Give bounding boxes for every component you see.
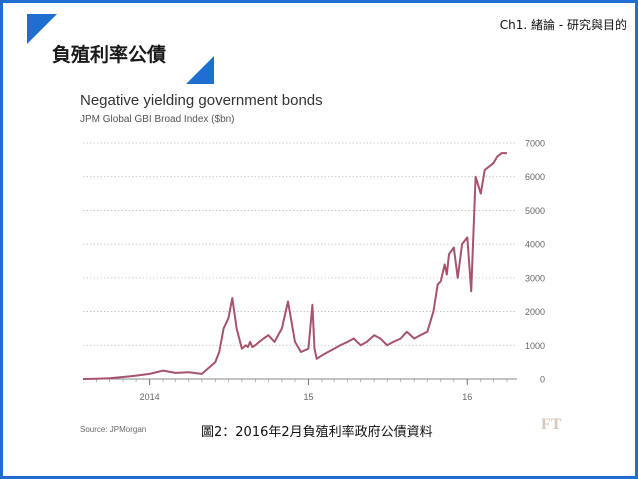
bottom-accent-bar — [3, 476, 635, 479]
corner-triangle-top-left — [27, 14, 57, 44]
chart-plot: 0 1000 2000 3000 4000 5000 6000 7000 2014 15 16 — [82, 139, 545, 402]
y-tick-label: 7000 — [525, 139, 545, 149]
ft-logo: FT — [541, 416, 562, 433]
chapter-label: Ch1. 緒論 - 研究與目的 — [499, 18, 627, 32]
y-tick-label: 5000 — [525, 206, 545, 216]
slide-title: 負殖利率公債 — [52, 44, 167, 66]
chart-subtitle: JPM Global GBI Broad Index ($bn) — [80, 114, 235, 125]
y-tick-label: 2000 — [525, 307, 545, 317]
chart-title: Negative yielding government bonds — [80, 92, 323, 109]
x-tick-label: 16 — [462, 392, 472, 402]
x-tick-label: 15 — [303, 392, 313, 402]
figure-caption: 圖2：2016年2月負殖利率政府公債資料 — [201, 425, 433, 440]
y-tick-label: 4000 — [525, 240, 545, 250]
corner-triangle-bottom-right — [186, 56, 214, 84]
y-tick-label: 1000 — [525, 341, 545, 351]
y-tick-label: 3000 — [525, 273, 545, 283]
y-tick-label: 0 — [540, 375, 545, 385]
x-tick-label: 2014 — [140, 392, 160, 402]
y-tick-label: 6000 — [525, 172, 545, 182]
top-accent-bar — [3, 0, 635, 3]
chart-source: Source: JPMorgan — [80, 425, 147, 434]
series-line — [82, 152, 507, 380]
chart-panel: Negative yielding government bonds JPM G… — [71, 86, 571, 441]
